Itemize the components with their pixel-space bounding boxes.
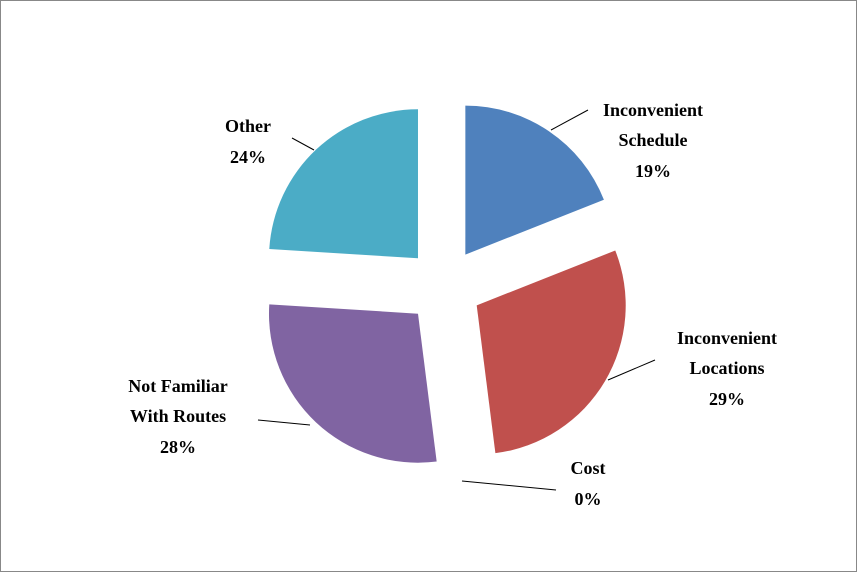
category-label: Not Familiar With Routes — [128, 376, 227, 426]
value-label: 29% — [709, 389, 745, 409]
pie-slice — [269, 109, 418, 259]
leader-line — [291, 137, 315, 151]
category-label: Cost — [571, 458, 606, 478]
pie-slice — [268, 304, 437, 463]
category-label: Inconvenient Schedule — [603, 100, 703, 150]
leader-line — [257, 419, 311, 426]
leader-line — [461, 480, 557, 491]
pie-slice — [476, 250, 626, 454]
value-label: 19% — [635, 161, 671, 181]
value-label: 28% — [160, 437, 196, 457]
leader-line — [607, 359, 656, 381]
value-label: 0% — [575, 489, 602, 509]
pie-slice — [465, 105, 604, 255]
category-label: Other — [225, 116, 271, 136]
value-label: 24% — [230, 147, 266, 167]
category-label: Inconvenient Locations — [677, 328, 777, 378]
leader-line — [550, 109, 589, 131]
